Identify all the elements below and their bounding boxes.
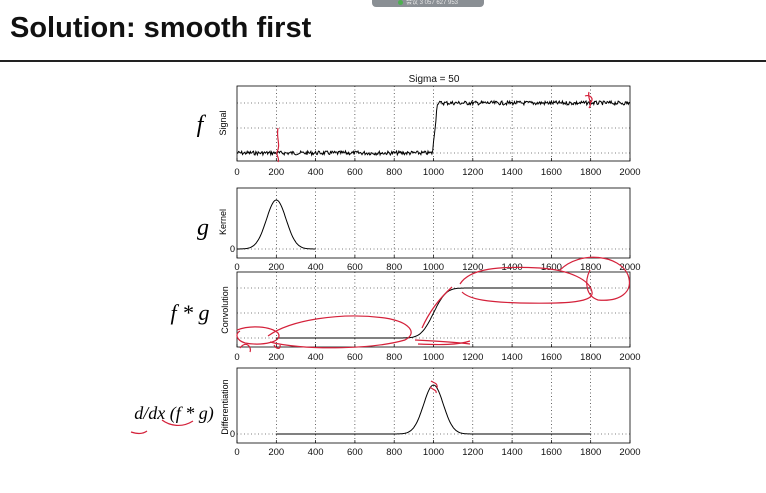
x-tick-label: 400 — [308, 352, 324, 363]
panel-kernel: 0 200 400 600 800 1000 1200 1400 1600 1800 2000 0 … — [197, 187, 641, 273]
panel-signal: 0 200 400 600 800 1000 1200 1400 1600 1800 2000 Si… — [197, 85, 641, 178]
kernel-line — [237, 199, 316, 250]
pen-marks-bottom — [239, 343, 281, 353]
x-tick-label: 800 — [386, 167, 402, 178]
differentiation-ytick-0: 0 — [230, 429, 235, 439]
x-tick-label: 1200 — [462, 262, 483, 273]
x-tick-label: 600 — [347, 447, 363, 458]
x-tick-label: 0 — [234, 447, 239, 458]
x-tick-label: 1600 — [541, 447, 562, 458]
x-tick-label: 1400 — [502, 167, 523, 178]
x-tick-label: 1600 — [541, 167, 562, 178]
x-tick-label: 2000 — [619, 167, 640, 178]
kernel-ylabel: Kernel — [218, 209, 228, 235]
pen-ellipse-top — [459, 266, 593, 304]
panel-differentiation: 0 200 400 600 800 1000 1200 1400 1600 1800 2000 0 … — [134, 367, 641, 458]
convolution-x-ticks: 0 200 400 600 800 1000 1200 1400 1600 1800 2000 — [234, 344, 641, 363]
signal-x-ticks: 0 200 400 600 800 1000 1200 1400 1600 1800 2000 — [234, 158, 641, 178]
x-tick-label: 800 — [386, 262, 402, 273]
meeting-overlay-text: 会议 3 057 627 953 — [405, 0, 459, 7]
x-tick-label: 1200 — [462, 167, 483, 178]
convolution-line — [276, 287, 591, 339]
differentiation-ylabel: Differentiation — [220, 379, 230, 434]
pen-scribble-1000 — [414, 339, 471, 346]
pen-ellipse-flat — [267, 315, 412, 349]
pen-loop-left — [236, 326, 280, 345]
x-tick-label: 400 — [308, 262, 324, 273]
x-tick-label: 1000 — [423, 352, 444, 363]
figure-title: Sigma = 50 — [409, 74, 460, 85]
x-tick-label: 400 — [308, 447, 324, 458]
x-tick-label: 1200 — [462, 447, 483, 458]
pen-mark-signal-200 — [276, 127, 280, 163]
pen-underline-dx — [130, 430, 148, 434]
pen-mark-peak — [429, 380, 438, 394]
kernel-ytick-0: 0 — [230, 244, 235, 254]
x-tick-label: 200 — [268, 262, 284, 273]
x-tick-label: 600 — [347, 352, 363, 363]
convolution-grid — [237, 272, 630, 347]
differentiation-left-label: d/dx (f * g) — [134, 403, 213, 424]
x-tick-label: 0 — [234, 167, 239, 178]
meeting-overlay-badge: 会议 3 057 627 953 — [372, 0, 484, 7]
convolution-ylabel: Convolution — [220, 286, 230, 334]
x-tick-label: 2000 — [619, 262, 640, 273]
x-tick-label: 1600 — [541, 352, 562, 363]
x-tick-label: 1800 — [580, 167, 601, 178]
x-tick-label: 1000 — [423, 262, 444, 273]
differentiation-line — [276, 384, 591, 435]
x-tick-label: 0 — [234, 262, 239, 273]
convolution-left-label: f * g — [170, 300, 209, 325]
x-tick-label: 600 — [347, 167, 363, 178]
pen-edge-trace — [421, 286, 453, 329]
kernel-grid — [237, 188, 630, 258]
pen-mark-signal-1800 — [584, 91, 593, 109]
pen-loop-right — [559, 256, 630, 301]
x-tick-label: 1000 — [423, 447, 444, 458]
x-tick-label: 1800 — [580, 262, 601, 273]
differentiation-grid — [237, 368, 630, 443]
status-dot-icon — [397, 0, 403, 5]
x-tick-label: 1200 — [462, 352, 483, 363]
red-pen-annotations — [130, 91, 630, 434]
x-tick-label: 800 — [386, 352, 402, 363]
kernel-left-label: g — [197, 215, 209, 241]
x-tick-label: 200 — [268, 352, 284, 363]
x-tick-label: 800 — [386, 447, 402, 458]
signal-ylabel: Signal — [218, 110, 228, 135]
x-tick-label: 2000 — [619, 447, 640, 458]
x-tick-label: 1000 — [423, 167, 444, 178]
title-divider — [0, 60, 766, 62]
slide-title: Solution: smooth first — [10, 12, 312, 44]
x-tick-label: 200 — [268, 447, 284, 458]
pen-underline-gf — [161, 419, 194, 426]
x-tick-label: 200 — [268, 167, 284, 178]
x-tick-label: 600 — [347, 262, 363, 273]
x-tick-label: 1600 — [541, 262, 562, 273]
x-tick-label: 1400 — [502, 447, 523, 458]
differentiation-x-ticks: 0 200 400 600 800 1000 1200 1400 1600 1800 2000 — [234, 440, 641, 458]
panel-convolution: 0 200 400 600 800 1000 1200 1400 1600 1800 2000 Co… — [170, 271, 641, 363]
x-tick-label: 1400 — [502, 352, 523, 363]
x-tick-label: 400 — [308, 167, 324, 178]
x-tick-label: 0 — [234, 352, 239, 363]
signal-left-label: f — [197, 112, 207, 138]
x-tick-label: 1800 — [580, 352, 601, 363]
x-tick-label: 1800 — [580, 447, 601, 458]
x-tick-label: 2000 — [619, 352, 640, 363]
signal-grid — [237, 86, 630, 161]
signal-line — [236, 99, 631, 157]
